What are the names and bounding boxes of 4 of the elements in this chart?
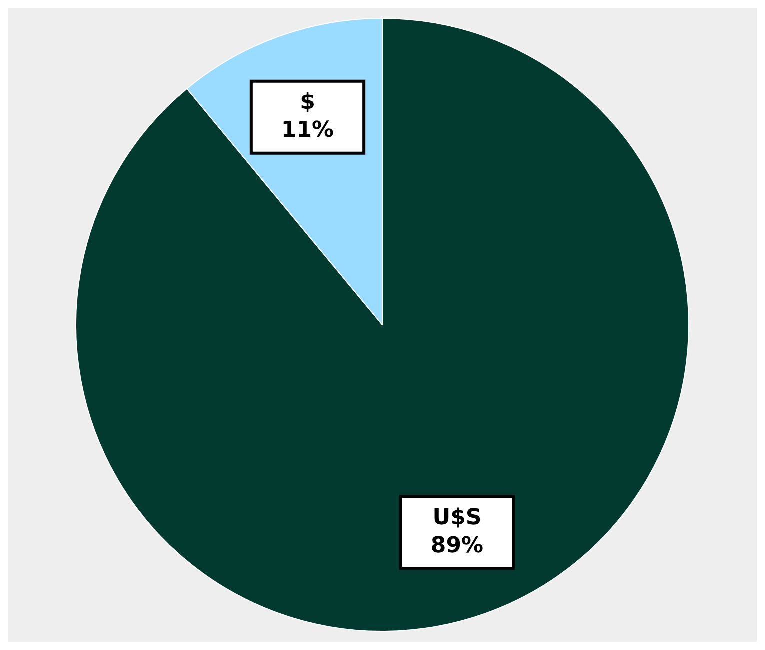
slice-label: U$S (432, 505, 482, 530)
data-label: 89% (430, 533, 484, 558)
slice-label: $ (300, 90, 316, 116)
data-label: 11% (281, 118, 334, 144)
